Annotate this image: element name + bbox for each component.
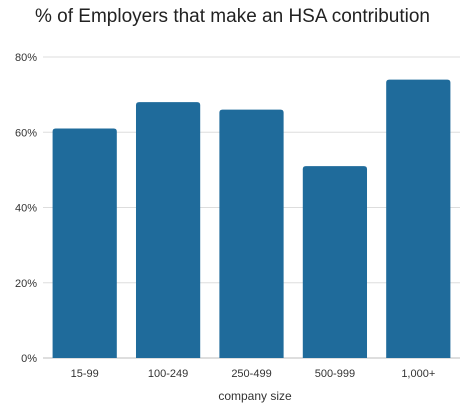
x-tick-label: 15-99 [71, 368, 99, 380]
bar-100-249 [135, 102, 201, 359]
x-tick-label: 250-499 [231, 368, 271, 380]
x-tick-label: 500-999 [315, 368, 355, 380]
bar-15-99 [52, 128, 117, 358]
chart-title: % of Employers that make an HSA contribu… [35, 6, 430, 27]
y-tick-label: 40% [15, 203, 37, 215]
y-tick-label: 20% [15, 278, 37, 290]
x-tick-label: 1,000+ [401, 368, 435, 380]
y-tick-label: 0% [21, 353, 37, 365]
bar-250-499 [219, 109, 284, 358]
y-axis-ticks: 0% 20% 40% 60% 80% [15, 52, 37, 365]
x-axis-title: company size [218, 389, 292, 403]
x-axis-ticks: 15-99 100-249 250-499 500-999 1,000+ [71, 368, 436, 380]
bar-1,000+ [386, 79, 451, 358]
bar-500-999 [302, 166, 368, 358]
y-tick-label: 60% [15, 127, 37, 139]
x-tick-label: 100-249 [148, 368, 188, 380]
y-tick-label: 80% [15, 52, 37, 64]
bars [52, 79, 451, 359]
